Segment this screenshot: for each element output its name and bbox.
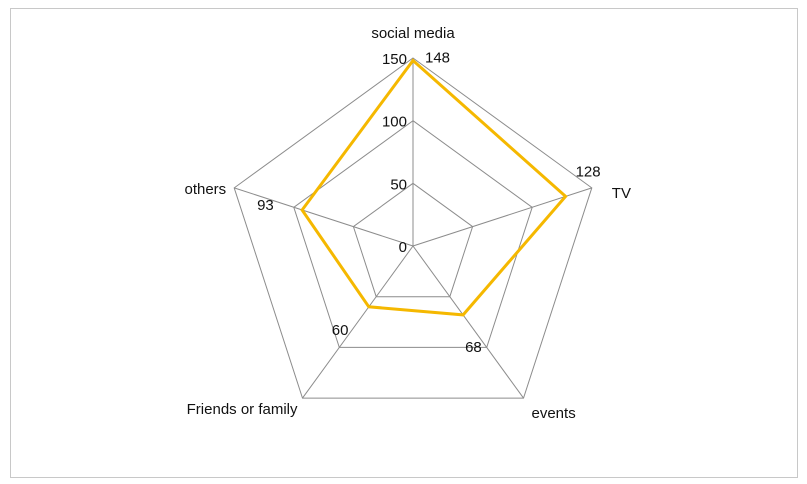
radar-series <box>300 58 568 317</box>
radial-tick-labels: 0 50 100 150 <box>382 51 407 256</box>
category-label: social media <box>371 25 455 42</box>
data-label: 128 <box>576 163 601 180</box>
category-labels: social media TV events Friends or family oth… <box>184 25 630 422</box>
spoke-2 <box>412 245 524 399</box>
data-label: 148 <box>425 50 450 67</box>
spoke-3 <box>302 245 414 399</box>
spoke-4 <box>234 187 414 247</box>
category-label: Friends or family <box>187 401 298 418</box>
series-line-0 <box>300 58 568 317</box>
radial-tick-label: 0 <box>399 239 407 256</box>
radial-tick-label: 100 <box>382 114 407 131</box>
category-label: others <box>184 181 226 198</box>
radial-tick-label: 150 <box>382 51 407 68</box>
grid-ring-150 <box>233 57 593 399</box>
radial-tick-label: 50 <box>390 176 407 193</box>
data-label: 93 <box>257 197 274 214</box>
radar-spokes <box>234 58 592 399</box>
data-label: 68 <box>465 339 482 356</box>
category-label: events <box>532 405 576 422</box>
data-labels: 148 128 68 60 93 <box>257 50 601 356</box>
data-label: 60 <box>332 322 349 339</box>
spoke-1 <box>412 187 592 247</box>
grid-ring-50 <box>352 182 474 298</box>
category-label: TV <box>612 185 631 202</box>
